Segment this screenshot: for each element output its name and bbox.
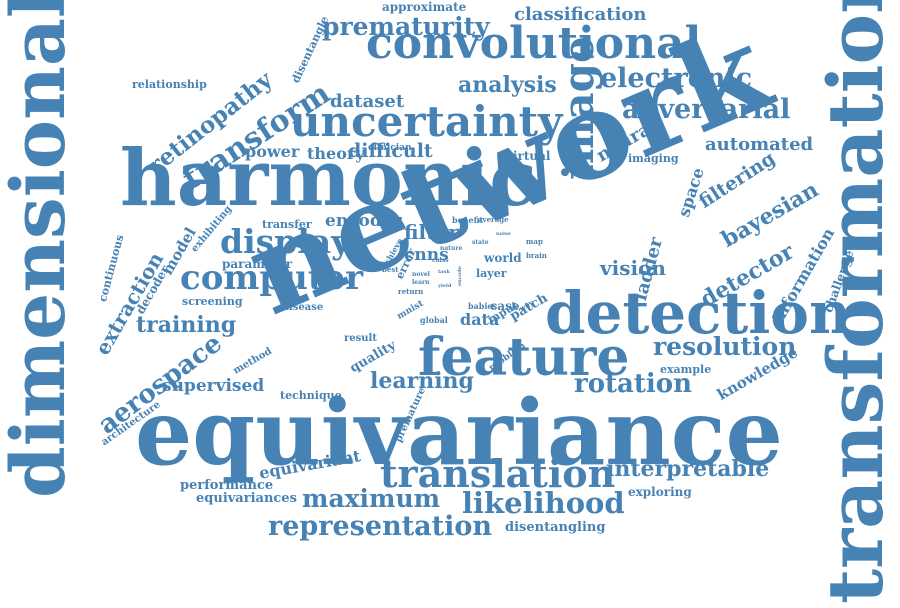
cloud-word: virtual bbox=[506, 149, 551, 163]
cloud-word: result bbox=[344, 333, 377, 344]
cloud-word: layer bbox=[476, 267, 507, 280]
cloud-word: return bbox=[398, 287, 424, 296]
cloud-word: detection bbox=[545, 279, 852, 347]
cloud-word: best bbox=[382, 265, 399, 274]
cloud-word: screening bbox=[182, 295, 243, 308]
cloud-word: dimensional bbox=[0, 0, 82, 498]
cloud-word: world bbox=[484, 251, 522, 265]
cloud-word: equivariances bbox=[196, 491, 297, 506]
cloud-word: convolutional bbox=[366, 18, 702, 69]
cloud-word: encoder bbox=[325, 211, 402, 231]
cloud-word: global bbox=[420, 315, 448, 325]
cloud-word: technique bbox=[280, 389, 342, 402]
cloud-word: approximate bbox=[382, 0, 467, 14]
cloud-word: computer bbox=[180, 258, 364, 298]
cloud-word: class bbox=[432, 257, 449, 264]
cloud-word: benefit bbox=[452, 215, 484, 225]
cloud-word: disentangle bbox=[289, 14, 332, 86]
cloud-word: image bbox=[554, 36, 603, 180]
cloud-word: noise bbox=[496, 231, 511, 237]
cloud-word: harmonic bbox=[120, 133, 537, 224]
cloud-word: exploring bbox=[628, 485, 692, 499]
cloud-word: map bbox=[526, 237, 543, 246]
cloud-word: yield bbox=[438, 283, 452, 289]
cloud-word: performance bbox=[180, 478, 274, 493]
cloud-word: display bbox=[220, 222, 351, 261]
cloud-word: example bbox=[660, 363, 712, 376]
cloud-word: rotation bbox=[574, 369, 693, 399]
cloud-word: imaging bbox=[628, 152, 679, 165]
cloud-word: average bbox=[478, 215, 509, 224]
cloud-word: retinal bbox=[419, 185, 426, 208]
cloud-word: relationship bbox=[132, 78, 207, 91]
cloud-word: resolution bbox=[653, 332, 797, 361]
cloud-word: task bbox=[438, 269, 450, 275]
cloud-word: analysis bbox=[458, 72, 557, 98]
cloud-word: data bbox=[460, 310, 500, 329]
cloud-word: clinician bbox=[368, 143, 412, 153]
cloud-word: dataset bbox=[330, 91, 405, 112]
cloud-word: electronic bbox=[600, 63, 753, 94]
cloud-word: disease bbox=[282, 302, 324, 313]
cloud-word: difficult bbox=[348, 140, 433, 162]
cloud-word: power bbox=[245, 142, 300, 161]
cloud-word: nature bbox=[440, 245, 463, 252]
cloud-word: classification bbox=[514, 4, 647, 25]
cloud-word: automated bbox=[705, 134, 814, 155]
cloud-word: state bbox=[472, 239, 489, 246]
cloud-word: case bbox=[490, 299, 520, 313]
cloud-word: training bbox=[136, 312, 237, 338]
cloud-word: novel bbox=[412, 271, 430, 278]
cloud-word: disentangling bbox=[505, 520, 606, 535]
cloud-word: transfer bbox=[262, 218, 312, 231]
cloud-word: equivariance bbox=[135, 380, 783, 486]
cloud-word: translation bbox=[380, 451, 616, 496]
cloud-word: learning bbox=[370, 368, 474, 394]
cloud-word: adversarial bbox=[622, 94, 791, 125]
cloud-word: babies bbox=[468, 301, 498, 311]
cloud-word: brain bbox=[526, 251, 547, 260]
cloud-word: parameter bbox=[222, 257, 293, 271]
cloud-word: likelihood bbox=[462, 486, 625, 520]
cloud-word: uncertainty bbox=[290, 97, 563, 146]
cloud-word: encode bbox=[457, 266, 463, 286]
cloud-word: cnns bbox=[404, 245, 449, 265]
cloud-word: feature bbox=[418, 327, 630, 388]
cloud-word: interpretable bbox=[606, 456, 770, 482]
cloud-word: extraction bbox=[90, 248, 169, 359]
cloud-word: representation bbox=[268, 511, 493, 542]
cloud-word: supervised bbox=[162, 376, 265, 396]
cloud-word: maximum bbox=[302, 484, 441, 513]
cloud-word: vision bbox=[600, 256, 666, 280]
cloud-word: filter bbox=[404, 220, 459, 244]
cloud-word: theory bbox=[307, 144, 365, 163]
cloud-word: prematurity bbox=[322, 12, 490, 41]
cloud-word: learn bbox=[412, 279, 430, 286]
cloud-word: method bbox=[231, 345, 274, 377]
